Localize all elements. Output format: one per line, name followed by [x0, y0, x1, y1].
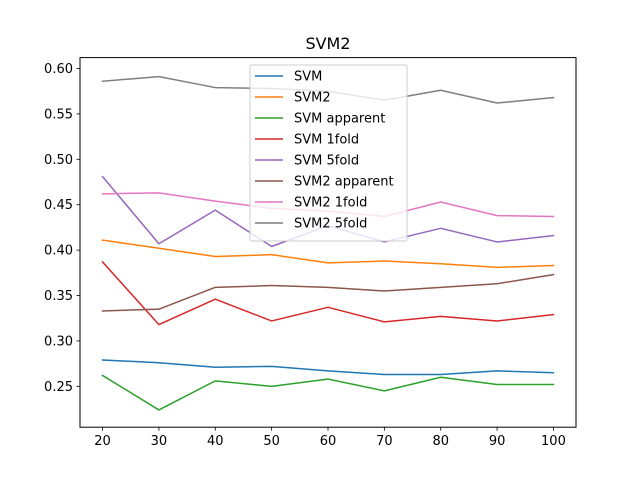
- legend-box: [249, 64, 408, 242]
- x-tick-label: 20: [94, 434, 111, 449]
- plot-lines: [101, 75, 555, 411]
- series-line-1: [101, 239, 555, 269]
- series-line-2: [101, 374, 555, 411]
- legend-label: SVM apparent: [294, 112, 385, 127]
- y-axis: 0.25 0.30 0.35 0.40 0.45 0.50 0.55 0.60: [44, 62, 80, 395]
- legend-label: SVM2 1fold: [294, 196, 367, 211]
- legend-label: SVM 1fold: [294, 133, 359, 148]
- x-tick-label: 30: [151, 434, 168, 449]
- y-tick-label: 0.45: [44, 198, 73, 213]
- y-tick-label: 0.55: [44, 107, 73, 122]
- x-axis: 20 30 40 50 60 70 80 90 100: [94, 427, 566, 449]
- legend-label: SVM2: [294, 91, 331, 106]
- series-line-3: [101, 260, 555, 326]
- y-tick-label: 0.35: [44, 289, 73, 304]
- y-tick-label: 0.25: [44, 380, 73, 395]
- legend-label: SVM: [294, 70, 322, 85]
- y-tick-label: 0.30: [44, 334, 73, 349]
- y-tick-label: 0.50: [44, 153, 73, 168]
- y-tick-label: 0.40: [44, 244, 73, 259]
- legend-label: SVM 5fold: [294, 154, 359, 169]
- chart-title: SVM2: [305, 34, 350, 53]
- series-line-0: [101, 359, 555, 376]
- y-tick-label: 0.60: [44, 62, 73, 77]
- x-tick-label: 50: [263, 434, 280, 449]
- x-tick-label: 80: [432, 434, 449, 449]
- legend-label: SVM2 5fold: [294, 217, 367, 232]
- legend: SVM SVM2 SVM apparent SVM 1fold SVM 5fold SVM…: [249, 64, 408, 242]
- x-tick-label: 70: [376, 434, 393, 449]
- x-tick-label: 40: [207, 434, 224, 449]
- x-tick-label: 90: [489, 434, 506, 449]
- series-line-5: [101, 273, 555, 312]
- x-tick-label: 100: [541, 434, 566, 449]
- legend-label: SVM2 apparent: [294, 175, 394, 190]
- x-tick-label: 60: [320, 434, 337, 449]
